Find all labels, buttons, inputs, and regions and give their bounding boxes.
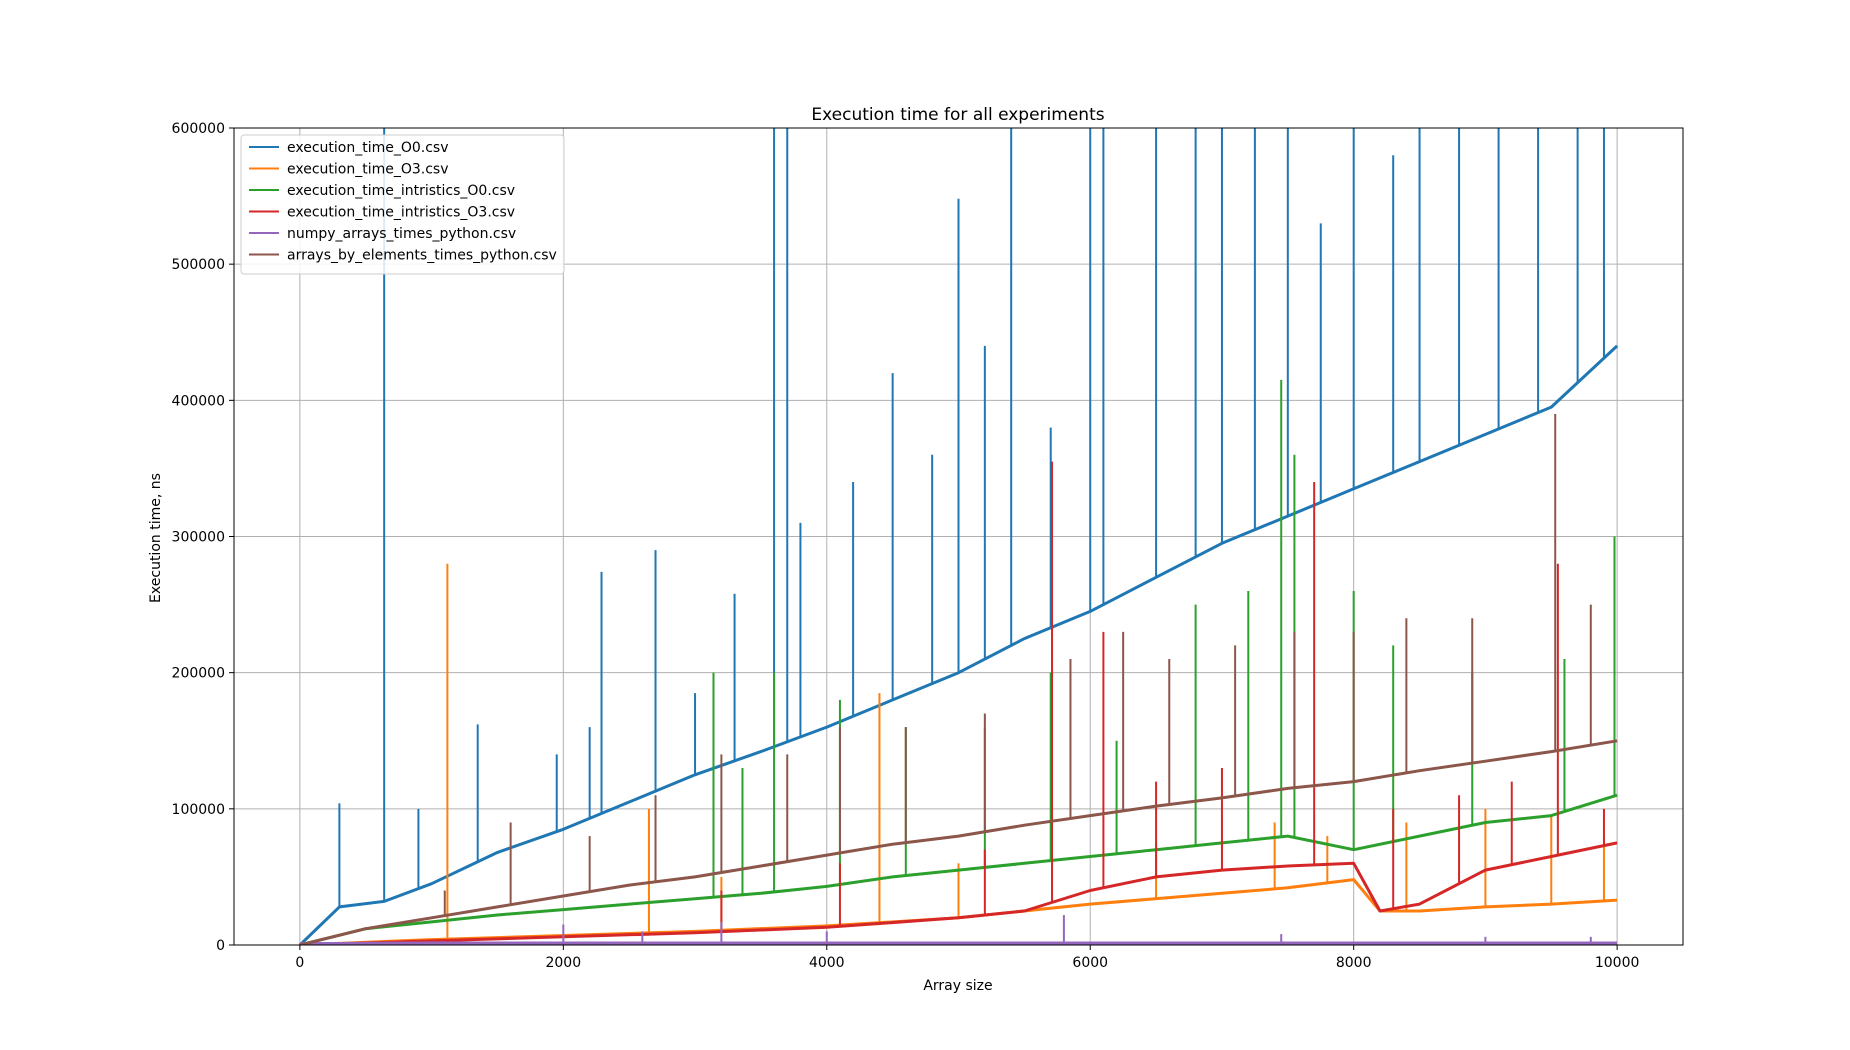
y-axis-label: Execution time, ns <box>148 473 164 603</box>
y-tick-label-2: 200000 <box>172 666 225 682</box>
y-tick-label-0: 0 <box>216 938 225 954</box>
series-line-4 <box>299 941 1618 945</box>
x-tick-label-4: 8000 <box>1336 955 1372 971</box>
legend-label-2: execution_time_intristics_O0.csv <box>287 183 515 199</box>
legend-label-1: execution_time_O3.csv <box>287 162 449 178</box>
y-tick-label-6: 600000 <box>172 121 225 137</box>
legend-label-4: numpy_arrays_times_python.csv <box>287 226 516 242</box>
series-line-0 <box>298 344 1619 945</box>
x-tick-label-5: 10000 <box>1595 955 1640 971</box>
x-tick-label-2: 4000 <box>809 955 845 971</box>
chart-title: Execution time for all experiments <box>811 105 1104 125</box>
x-tick-label-3: 6000 <box>1072 955 1108 971</box>
x-tick-label-0: 0 <box>295 955 304 971</box>
y-tick-label-5: 500000 <box>172 257 225 273</box>
legend-label-0: execution_time_O0.csv <box>287 140 449 156</box>
plot-area: 0 2000 4000 6000 8000 10000010000020000030000… <box>172 121 1684 971</box>
legend-label-5: arrays_by_elements_times_python.csv <box>287 248 557 264</box>
series-group <box>298 128 1619 945</box>
x-axis-label: Array size <box>923 978 992 994</box>
y-tick-label-1: 100000 <box>172 802 225 818</box>
legend-box <box>240 134 565 275</box>
y-tick-label-3: 300000 <box>172 530 225 546</box>
x-tick-label-1: 2000 <box>545 955 581 971</box>
series-line-2 <box>299 793 1618 945</box>
legend-label-3: execution_time_intristics_O3.csv <box>287 205 515 221</box>
legend: execution_time_O0.csv execution_time_O3.c… <box>240 134 565 275</box>
y-tick-label-4: 400000 <box>172 393 225 409</box>
series-line-5 <box>299 739 1618 945</box>
